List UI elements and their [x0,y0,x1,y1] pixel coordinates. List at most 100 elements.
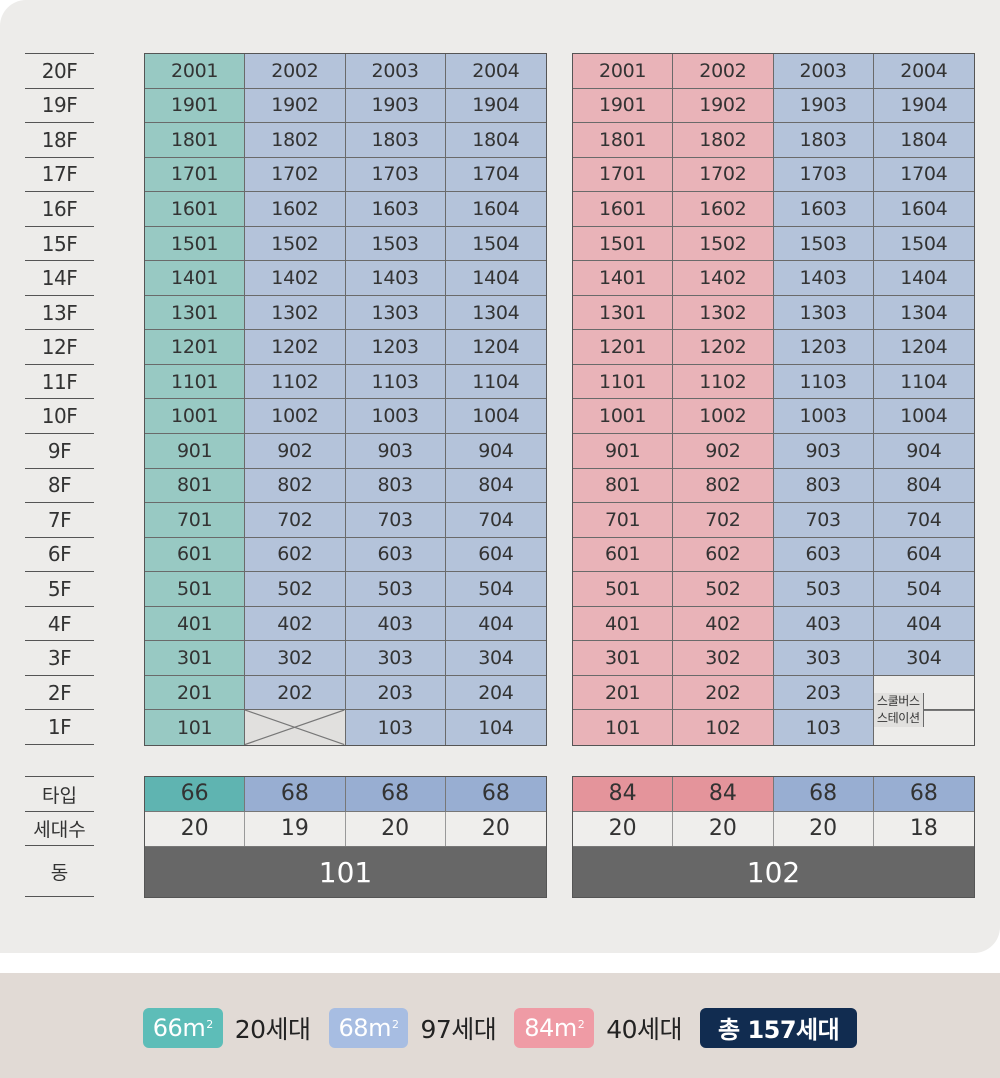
floor-label: 8F [25,467,94,503]
unit-cell: 1404 [445,261,546,296]
unit-cell: 202 [673,675,774,711]
legend: 66 m 2 20세대 68 m 2 97세대 84 m 2 40세대 총 157세대 [142,1007,858,1048]
unit-cell: 803 [345,468,446,504]
unit-cell: 701 [573,503,674,538]
unit-cell: 1602 [245,192,346,227]
building-name: 101 [145,846,546,897]
legend-bar: 66 m 2 20세대 68 m 2 97세대 84 m 2 40세대 총 157세대 [0,973,1000,1078]
school-bus-station-label: 스쿨버스 스테이션 [873,693,924,728]
unit-cell: 1103 [345,364,446,400]
unit-cell: 302 [245,641,346,676]
floor-label: 19F [25,87,94,123]
floor-label: 9F [25,433,94,468]
unit-cell: 504 [873,572,974,607]
unit-cell: 602 [245,537,346,573]
unit-cell: 1502 [245,226,346,262]
unit-cell: 702 [673,503,774,538]
unit-cell: 1302 [673,295,774,331]
unit-cell: 101 [573,710,674,745]
unit-cell: 1401 [573,261,674,296]
unit-cell: 1001 [573,399,674,435]
unit-cell: 1804 [873,123,974,158]
unit-cell: 401 [573,606,674,642]
unit-cell: 1403 [345,261,446,296]
unit-cell: 904 [445,434,546,469]
floor-label: 4F [25,605,94,641]
household-count-cell: 20 [773,811,874,846]
unit-cell: 1604 [445,192,546,227]
unit-cell: 1801 [573,123,674,158]
unit-cell: 1303 [773,295,874,331]
unit-cell: 604 [445,537,546,573]
unit-cell: 1603 [345,192,446,227]
unit-cell: 1704 [873,157,974,193]
floor-label: 18F [25,122,94,157]
unit-cell: 103 [773,710,874,745]
unit-cell: 402 [673,606,774,642]
unit-cell: 1001 [145,399,246,435]
unit-cell: 1201 [573,330,674,365]
unit-cell: 1401 [145,261,246,296]
unit-cell: 102 [673,710,774,745]
legend-count-68: 97세대 [420,1014,497,1044]
unit-cell: 403 [773,606,874,642]
unit-cell: 403 [345,606,446,642]
unit-cell: 1601 [145,192,246,227]
unit-cell: 1102 [673,364,774,400]
empty-unit [923,710,974,712]
unit-cell: 1803 [773,123,874,158]
unit-cell: 2003 [345,54,446,89]
floor-label: 3F [25,640,94,675]
unit-cell: 1902 [673,88,774,124]
unit-cell: 802 [673,468,774,504]
unit-cell: 1503 [773,226,874,262]
unit-cell: 1402 [245,261,346,296]
household-count-cell: 20 [673,811,774,846]
unit-cell: 1504 [445,226,546,262]
unit-cell: 2001 [145,54,246,89]
unit-cell: 1303 [345,295,446,331]
unit-cell: 501 [573,572,674,607]
unit-cell: 801 [145,468,246,504]
floor-label: 17F [25,156,94,192]
unit-cell: 2004 [873,54,974,89]
unit-cell: 901 [573,434,674,469]
unit-cell: 1703 [345,157,446,193]
unit-cell: 1904 [873,88,974,124]
unit-cell: 1603 [773,192,874,227]
unit-cell: 1802 [245,123,346,158]
unit-cell: 503 [773,572,874,607]
unit-cell: 902 [245,434,346,469]
floor-label: 13F [25,294,94,330]
unit-cell: 704 [445,503,546,538]
empty-unit [245,710,346,745]
household-count-cell: 20 [573,811,674,846]
legend-chip-66: 66 m 2 [142,1007,223,1048]
unit-cell: 701 [145,503,246,538]
unit-cell: 1304 [873,295,974,331]
floor-label: 14F [25,260,94,295]
unit-cell: 1101 [573,364,674,400]
unit-cell: 203 [345,675,446,711]
unit-cell: 602 [673,537,774,573]
unit-cell: 203 [773,675,874,711]
unit-cell: 301 [145,641,246,676]
legend-count-66: 20세대 [234,1014,311,1044]
floor-label: 16F [25,191,94,226]
unit-cell: 1904 [445,88,546,124]
unit-cell: 1903 [345,88,446,124]
summary-labels: 타입 세대수 동 [25,776,94,897]
unit-cell: 1502 [673,226,774,262]
building-101-summary: 66 68 68 68 20 19 20 20 101 [144,776,547,898]
unit-cell: 702 [245,503,346,538]
type-cell: 66 [145,777,246,812]
unit-cell: 703 [773,503,874,538]
unit-cell: 1403 [773,261,874,296]
cross-icon [245,710,344,745]
unit-cell: 1104 [873,364,974,400]
unit-cell: 1703 [773,157,874,193]
label-count: 세대수 [25,811,94,845]
unit-cell: 801 [573,468,674,504]
unit-cell: 2003 [773,54,874,89]
unit-cell: 904 [873,434,974,469]
